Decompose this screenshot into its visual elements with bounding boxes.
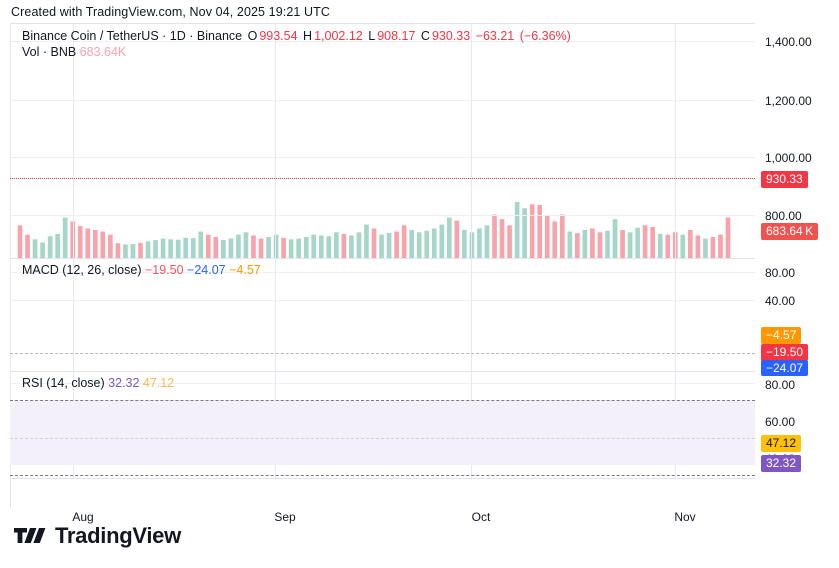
rsi-pane[interactable]: [10, 372, 755, 478]
ohlc-change-pct: (−6.36%): [519, 29, 571, 43]
ohlc-low-value: 908.17: [377, 29, 416, 43]
macd-gridline-time-aug: [73, 259, 74, 371]
legend-ohlc: O 993.54 H 1,002.12 L 908.17 C 930.33 −63.21…: [246, 29, 571, 43]
macd-axis-tick-40: 40.00: [765, 294, 796, 308]
rsi-ma-badge: 47.12: [761, 435, 802, 452]
axis-tick-1200: 1,200.00: [765, 94, 812, 108]
volume-legend-value: 683.64K: [79, 45, 127, 59]
gridline-time-nov: [675, 23, 676, 258]
rsi-middle-line-50: [10, 438, 755, 439]
macd-gridline-time-sep: [275, 259, 276, 371]
tradingview-footer: TradingView: [14, 523, 181, 549]
legend-sep-2: ·: [189, 29, 194, 43]
ohlc-open-label: O: [247, 29, 258, 43]
rsi-gridline-80: [10, 383, 755, 384]
tradingview-wordmark: TradingView: [55, 523, 181, 548]
macd-axis-tick-80: 80.00: [765, 266, 796, 280]
price-legend: Binance Coin / TetherUS · 1D · Binance O…: [22, 29, 571, 43]
rsi-oversold-line-30: [10, 475, 755, 476]
gridline-time-aug: [73, 23, 74, 258]
ohlc-change: −63.21: [475, 29, 515, 43]
price-pane[interactable]: [10, 23, 755, 258]
current-price-line: [10, 178, 755, 179]
macd-gridline-time-oct: [471, 259, 472, 371]
macd-gridline-40: [10, 300, 755, 301]
gridline-1200: [10, 100, 755, 101]
rsi-axis-tick-60: 60.00: [765, 415, 796, 429]
rsi-legend: RSI (14, close) 32.32 47.12: [22, 376, 174, 390]
macd-legend-macd: −24.07: [187, 263, 226, 277]
rsi-value-badge: 32.32: [761, 455, 802, 472]
price-axis[interactable]: 1,400.00 1,200.00 1,000.00 800.00 930.33…: [755, 23, 828, 508]
rsi-axis-tick-80: 80.00: [765, 378, 796, 392]
axis-tick-800: 800.00: [765, 209, 802, 223]
rsi-legend-ma: 47.12: [142, 376, 175, 390]
ohlc-high-label: H: [303, 29, 313, 43]
candlestick-series: [17, 202, 731, 258]
volume-legend-label: Vol · BNB: [22, 45, 77, 59]
gridline-1000: [10, 157, 755, 158]
rsi-band-fill: [10, 400, 755, 465]
ohlc-high-value: 1,002.12: [314, 29, 363, 43]
frame-top-border: [10, 23, 828, 24]
x-axis-label-aug: Aug: [72, 510, 94, 524]
time-axis-separator: [10, 478, 828, 479]
macd-gridline-time-nov: [675, 259, 676, 371]
legend-symbol: Binance Coin / TetherUS: [22, 29, 159, 43]
ohlc-open-value: 993.54: [259, 29, 298, 43]
legend-exchange: Binance: [196, 29, 243, 43]
pane-separator-macd: [10, 258, 828, 259]
gridline-800: [10, 215, 755, 216]
macd-legend-title: MACD (12, 26, close): [22, 263, 142, 277]
macd-signal-badge: −4.57: [761, 327, 802, 344]
tradingview-logo-icon: [14, 525, 46, 547]
macd-legend: MACD (12, 26, close) −19.50 −24.07 −4.57: [22, 263, 261, 277]
axis-tick-1400: 1,400.00: [765, 35, 812, 49]
x-axis-label-oct: Oct: [471, 510, 491, 524]
macd-zero-line: [10, 353, 755, 354]
ohlc-close-label: C: [420, 29, 430, 43]
macd-hist-badge: −19.50: [761, 344, 809, 361]
macd-gridline-time-0: [10, 259, 11, 371]
rsi-legend-title: RSI (14, close): [22, 376, 105, 390]
ohlc-low-label: L: [368, 29, 376, 43]
x-axis-label-sep: Sep: [274, 510, 296, 524]
gridline-1400: [10, 41, 755, 42]
macd-legend-signal: −4.57: [229, 263, 261, 277]
legend-interval: 1D: [169, 29, 186, 43]
gridline-time-0: [10, 23, 11, 258]
macd-line-badge: −24.07: [761, 360, 809, 376]
legend-sep-1: ·: [162, 29, 167, 43]
macd-pane[interactable]: [10, 259, 755, 371]
ohlc-close-value: 930.33: [431, 29, 471, 43]
gridline-time-sep: [275, 23, 276, 258]
x-axis-label-nov: Nov: [674, 510, 696, 524]
macd-legend-hist: −19.50: [144, 263, 184, 277]
gridline-time-oct: [471, 23, 472, 258]
volume-badge: 683.64 K: [761, 223, 819, 240]
pane-separator-rsi: [10, 371, 828, 372]
volume-legend: Vol · BNB 683.64K: [22, 45, 126, 59]
rsi-overbought-line-70: [10, 400, 755, 401]
macd-gridline-80: [10, 272, 755, 273]
chart-frame: Binance Coin / TetherUS · 1D · Binance O…: [10, 23, 828, 524]
price-badge: 930.33: [761, 171, 808, 188]
attribution-text: Created with TradingView.com, Nov 04, 20…: [11, 5, 331, 19]
rsi-legend-value: 32.32: [108, 376, 140, 390]
axis-tick-1000: 1,000.00: [765, 151, 812, 165]
